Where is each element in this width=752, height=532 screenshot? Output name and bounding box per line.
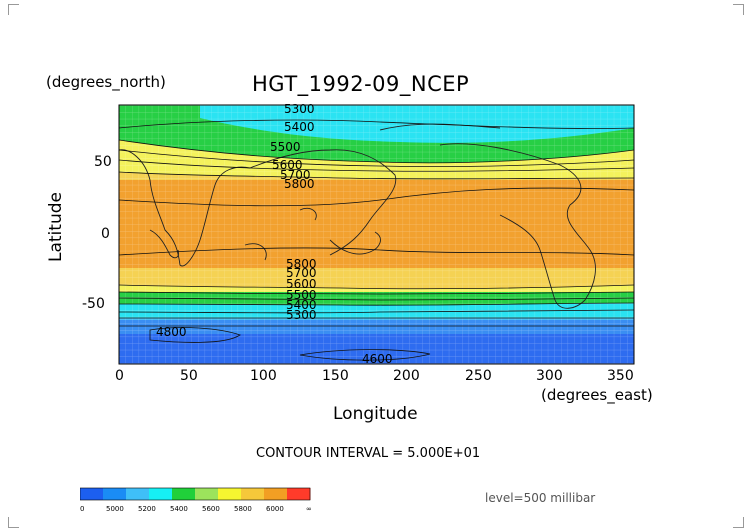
colorbar-swatch — [241, 488, 265, 500]
contour-label: 4800 — [156, 325, 187, 339]
x-tick-label: 100 — [250, 368, 277, 384]
contour-label: 5800 — [286, 257, 317, 271]
level-label: level=500 millibar — [485, 491, 596, 505]
contour-label: 5500 — [286, 288, 317, 302]
x-tick-label: 200 — [393, 368, 420, 384]
colorbar-label: ∞ — [306, 505, 312, 513]
y-units-label: (degrees_north) — [46, 73, 166, 91]
plot-frame — [118, 104, 635, 365]
colorbar-swatch — [149, 488, 173, 500]
contour-interval-text: CONTOUR INTERVAL = 5.000E+01 — [256, 446, 481, 461]
crop-mark-top-right — [733, 4, 744, 15]
x-tick-label: 0 — [115, 368, 124, 384]
contour-label: 5700 — [280, 168, 311, 182]
contour-label: 5300 — [286, 308, 317, 322]
x-tick-label: 250 — [465, 368, 492, 384]
y-tick-label: 50 — [94, 154, 112, 170]
colorbar-label: 5400 — [170, 505, 188, 513]
colorbar-swatch — [80, 488, 104, 500]
colorbar-swatch — [264, 488, 288, 500]
colorbar-label: 0 — [80, 505, 85, 513]
y-axis-label: Latitude — [46, 192, 66, 262]
crop-mark-bottom-left — [8, 517, 19, 528]
colorbar-swatch — [172, 488, 196, 500]
colorbar-swatch — [287, 488, 311, 500]
contour-label: 5500 — [270, 140, 301, 154]
colorbar — [80, 487, 311, 501]
colorbar-swatch — [103, 488, 127, 500]
contour-label: 5700 — [286, 266, 317, 280]
contour-label: 5800 — [284, 177, 315, 191]
contour-lines — [119, 119, 634, 361]
x-axis-label: Longitude — [333, 404, 418, 424]
contour-label: 5600 — [286, 277, 317, 291]
contour-label: 5300 — [284, 102, 315, 116]
colorbar-swatch — [126, 488, 150, 500]
y-tick-label: -50 — [82, 296, 105, 312]
colorbar-swatch — [195, 488, 219, 500]
contour-label: 5600 — [272, 158, 303, 172]
y-tick-label: 0 — [101, 226, 110, 242]
contour-label: 5400 — [284, 120, 315, 134]
x-tick-label: 150 — [322, 368, 349, 384]
colorbar-label: 5800 — [234, 505, 252, 513]
x-tick-label: 350 — [607, 368, 634, 384]
colorbar-swatch — [218, 488, 242, 500]
colorbar-frame — [80, 487, 311, 501]
colorbar-label: 5200 — [138, 505, 156, 513]
colorbar-label: 5600 — [202, 505, 220, 513]
contour-label: 4600 — [362, 352, 393, 366]
colorbar-label: 6000 — [266, 505, 284, 513]
crop-mark-top-left — [8, 4, 19, 15]
grid-overlay — [119, 105, 634, 364]
colorbar-label: 5000 — [106, 505, 124, 513]
colorbar-labels: 0 5000 5200 5400 5600 5800 6000 ∞ — [80, 505, 320, 515]
contour-label: 5400 — [286, 298, 317, 312]
x-tick-label: 300 — [536, 368, 563, 384]
figure-title: HGT_1992-09_NCEP — [252, 72, 470, 96]
x-units-label: (degrees_east) — [541, 386, 653, 404]
crop-mark-bottom-right — [733, 517, 744, 528]
x-tick-label: 50 — [180, 368, 198, 384]
